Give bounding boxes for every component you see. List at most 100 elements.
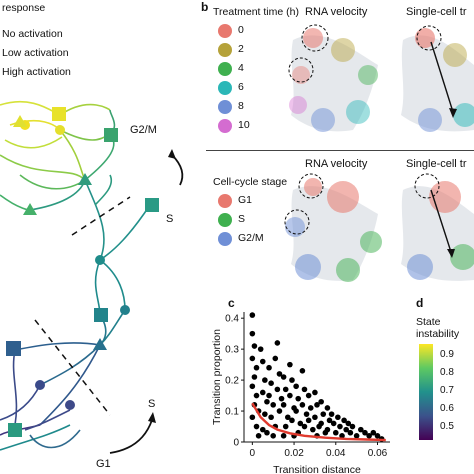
scatter-point <box>270 402 276 408</box>
scatter-point <box>301 386 308 393</box>
scatter-point <box>280 433 287 439</box>
node-triangle <box>13 115 27 127</box>
legend-swatch <box>218 194 232 208</box>
scatter-point <box>332 429 339 436</box>
edge <box>0 154 86 181</box>
scatter-point <box>299 368 306 374</box>
scatter-point <box>312 389 318 396</box>
fit-line <box>251 402 386 442</box>
edge <box>0 424 71 451</box>
node-circle <box>35 380 45 390</box>
scatter-point <box>251 343 258 349</box>
scatter-point <box>274 386 281 393</box>
node-triangle <box>93 338 107 350</box>
scatter-point <box>330 420 337 427</box>
col-title-rna-velocity-top: RNA velocity <box>305 6 368 18</box>
scatter-point <box>280 374 287 380</box>
legend-swatch <box>218 119 232 133</box>
phase-boundary-line <box>34 319 111 416</box>
scatter-point <box>276 371 283 377</box>
scatter-point <box>318 398 324 405</box>
scatter-point <box>276 408 283 414</box>
scatter-point <box>249 414 256 421</box>
y-tick-label: 0.4 <box>225 314 239 325</box>
cellcycle-legend: G1 S G2/M <box>218 194 278 254</box>
x-axis-label: Transition distance <box>273 464 361 474</box>
node-square <box>8 423 22 437</box>
treatment-legend: 0 2 4 6 8 10 <box>218 24 258 139</box>
edge <box>39 344 101 426</box>
panel-d-letter: d <box>416 296 424 310</box>
edge <box>19 174 86 190</box>
scatter-point <box>303 411 310 417</box>
legend-swatch <box>218 81 232 95</box>
scatter-point <box>253 392 260 399</box>
scatter-point <box>349 423 356 430</box>
scatter-point <box>268 380 274 386</box>
scatter-point <box>358 426 364 433</box>
scatter-point <box>370 429 377 436</box>
scatter-point <box>264 398 270 405</box>
scatter-point <box>297 420 304 427</box>
legend-item-low-activation: Low activation <box>2 47 69 59</box>
legend-item-no-activation: No activation <box>2 28 63 40</box>
col-title-single-cell-top: Single-cell tr <box>406 6 467 18</box>
y-tick-label: 0.2 <box>225 376 239 387</box>
phase-arrow-upper <box>171 154 184 186</box>
edge <box>14 342 101 351</box>
treatment-legend-title: Treatment time (h) <box>213 6 299 18</box>
scatter-point <box>287 361 293 368</box>
embedding-single-cell-treatment <box>401 25 474 132</box>
legend-label: 8 <box>238 100 244 112</box>
network-diagram <box>0 100 184 454</box>
scatter-point <box>264 429 270 436</box>
col-title-rna-velocity-bottom: RNA velocity <box>305 158 368 170</box>
x-tick-label: 0.04 <box>326 448 346 459</box>
scatter-point <box>345 420 352 427</box>
legend-label: 0 <box>238 24 244 36</box>
edge <box>84 179 105 261</box>
legend-label: 2 <box>238 43 244 55</box>
scatter-point <box>314 402 320 408</box>
node-square <box>145 198 159 212</box>
node-square <box>94 308 108 322</box>
y-tick-label: 0 <box>233 438 239 449</box>
scatter-point <box>259 358 266 365</box>
scatter-point <box>312 414 318 421</box>
edge <box>59 103 111 116</box>
scatter-point <box>343 426 349 433</box>
scatter-point <box>362 429 368 436</box>
colorbar <box>419 344 433 440</box>
colorbar-tick: 0.8 <box>440 367 454 378</box>
edge <box>39 344 101 386</box>
scatter-point <box>249 383 256 390</box>
scatter-point <box>270 433 276 439</box>
edge <box>0 384 41 421</box>
scatter-point <box>266 392 272 399</box>
phase-boundary-line <box>71 196 131 236</box>
node-square <box>52 107 66 121</box>
scatter-point <box>249 312 256 318</box>
scatter-point <box>266 364 272 371</box>
scatter-point <box>299 402 306 408</box>
edge <box>99 259 126 311</box>
cellcycle-legend-title: Cell-cycle stage <box>213 176 288 188</box>
scatter-point <box>249 330 256 337</box>
legend-swatch <box>218 62 232 76</box>
label-g1: G1 <box>96 458 111 470</box>
scatter-point <box>251 374 258 380</box>
scatter-point <box>249 355 256 362</box>
edge <box>29 429 81 449</box>
edge <box>24 409 71 431</box>
node-circle <box>55 125 65 135</box>
scatter-point <box>268 414 274 421</box>
scatter-point <box>374 433 381 439</box>
node-triangle <box>78 173 92 185</box>
scatter-point <box>287 392 293 399</box>
scatter-point <box>274 340 281 346</box>
panel-b-divider <box>206 150 474 151</box>
scatter-point <box>324 405 331 411</box>
legend-label: 4 <box>238 62 244 74</box>
scatter-point <box>280 402 287 408</box>
scatter-point <box>339 433 345 439</box>
